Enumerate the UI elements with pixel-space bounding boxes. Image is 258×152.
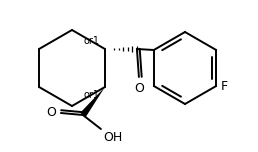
Text: OH: OH (103, 131, 122, 144)
Polygon shape (80, 87, 105, 117)
Text: O: O (46, 107, 56, 119)
Text: F: F (221, 79, 228, 93)
Text: O: O (134, 82, 144, 95)
Text: or1: or1 (84, 36, 100, 46)
Text: or1: or1 (84, 90, 100, 100)
